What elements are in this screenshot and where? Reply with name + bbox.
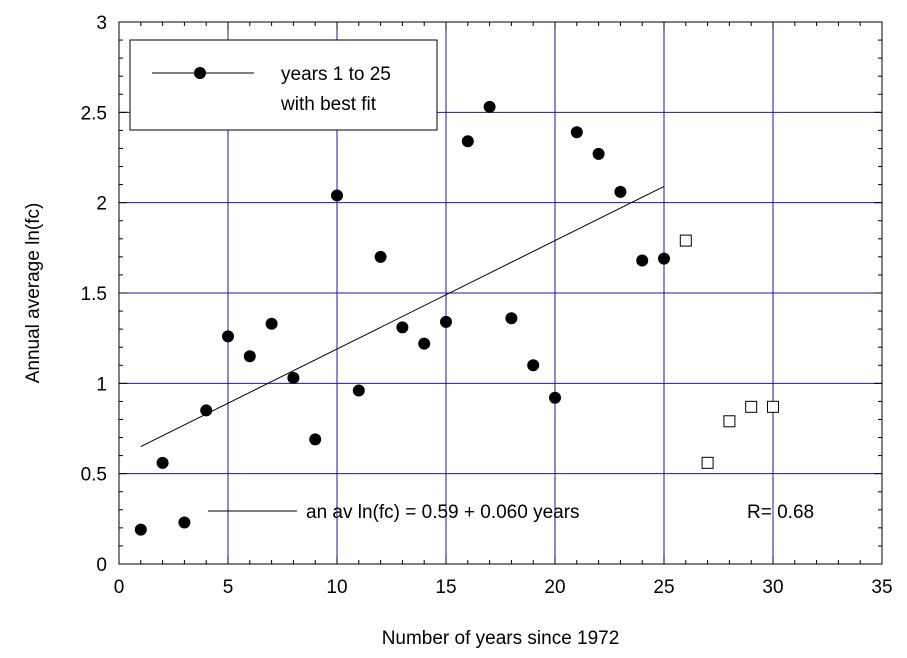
data-point-open-square <box>723 415 736 428</box>
data-point-filled <box>309 433 322 446</box>
y-tick-label: 0 <box>96 555 107 576</box>
data-point-filled <box>243 350 256 363</box>
data-point-filled <box>527 359 540 372</box>
data-point-filled <box>200 404 213 417</box>
data-point-filled <box>418 337 431 350</box>
x-tick-label: 10 <box>326 577 347 598</box>
data-point-filled <box>636 254 649 267</box>
x-tick-label: 35 <box>871 577 892 598</box>
plot-frame <box>118 21 883 565</box>
y-tick-label: 2.5 <box>81 103 107 124</box>
fit-equation-label: an av ln(fc) = 0.59 + 0.060 years <box>306 502 580 523</box>
x-tick-label: 30 <box>762 577 783 598</box>
data-point-filled <box>374 250 387 263</box>
r-value-label: R= 0.68 <box>747 502 814 523</box>
data-point-filled <box>352 384 365 397</box>
grid <box>119 22 882 564</box>
x-axis-label: Number of years since 1972 <box>382 628 620 649</box>
data-point-filled <box>483 100 496 113</box>
data-point-filled <box>614 185 627 198</box>
y-tick-label: 2 <box>96 194 107 215</box>
x-tick-label: 0 <box>114 577 125 598</box>
x-tick-label: 20 <box>544 577 565 598</box>
best-fit-line <box>140 185 665 448</box>
x-tick-label: 25 <box>653 577 674 598</box>
data-point-filled <box>178 516 191 529</box>
x-tick-label: 15 <box>435 577 456 598</box>
fit-annotation: an av ln(fc) = 0.59 + 0.060 years R= 0.6… <box>208 502 814 523</box>
data-point-open-square <box>745 400 758 413</box>
y-tick-label: 1.5 <box>81 284 107 305</box>
data-point-filled <box>331 189 343 202</box>
data-point-filled <box>265 317 278 330</box>
data-point-filled <box>222 330 234 343</box>
legend: years 1 to 25 with best fit <box>129 39 438 131</box>
legend-label-line1: years 1 to 25 <box>281 64 391 85</box>
data-point-filled <box>570 126 583 139</box>
data-point-filled <box>461 135 474 148</box>
data-point-open-square <box>767 400 779 413</box>
data-point-open-square <box>701 456 714 469</box>
y-tick-label: 1 <box>96 374 107 395</box>
y-axis-label: Annual average ln(fc) <box>23 203 44 384</box>
data-point-open-square <box>679 234 692 247</box>
axis-ticks <box>118 21 883 565</box>
data-points <box>134 100 779 536</box>
legend-marker <box>194 67 206 79</box>
data-point-filled <box>156 456 169 469</box>
data-point-filled <box>440 315 452 328</box>
legend-label-line2: with best fit <box>280 94 377 115</box>
data-point-filled <box>592 147 605 160</box>
y-tick-label: 3 <box>96 13 107 34</box>
data-point-filled <box>134 523 147 536</box>
fit-line-group <box>140 185 665 448</box>
data-point-filled <box>505 312 518 325</box>
tick-labels: 0 5 10 15 20 25 30 35 0 0.5 1 1.5 2 2.5 3 <box>81 13 893 598</box>
data-point-filled <box>549 391 561 404</box>
data-point-filled <box>396 321 409 334</box>
data-point-filled <box>658 252 670 265</box>
y-tick-label: 0.5 <box>81 465 107 486</box>
data-point-filled <box>287 371 300 384</box>
x-tick-label: 5 <box>223 577 234 598</box>
legend-box <box>129 39 438 131</box>
